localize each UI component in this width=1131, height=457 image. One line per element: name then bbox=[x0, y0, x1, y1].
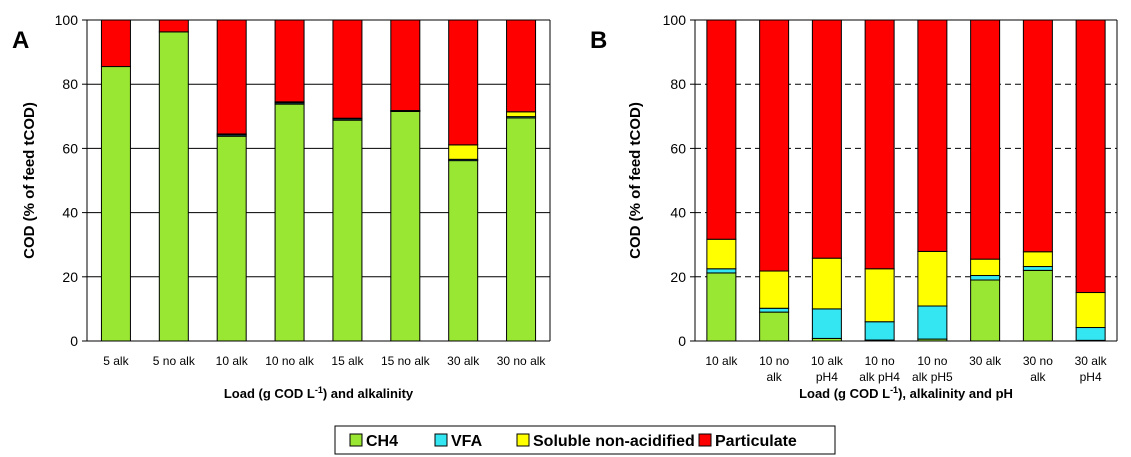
bar-segment-particulate bbox=[506, 19, 537, 113]
bar-segment-soluble-non-acidified bbox=[864, 268, 895, 323]
y-tick-label: 80 bbox=[670, 76, 686, 92]
y-axis-label: COD (% of feed tCOD) bbox=[21, 102, 38, 259]
bar-segment-particulate bbox=[158, 19, 189, 33]
bar-segment-soluble-non-acidified bbox=[506, 111, 537, 118]
y-tick-label: 40 bbox=[62, 205, 78, 221]
bar-segment-ch4 bbox=[216, 135, 247, 342]
bar-segment-vfa bbox=[759, 307, 790, 313]
x-tick-label: 10 no alk pH4 bbox=[859, 354, 900, 384]
legend-label: Particulate bbox=[715, 433, 797, 450]
y-tick-label: 0 bbox=[678, 333, 686, 349]
x-tick-label: 15 no alk bbox=[381, 354, 431, 368]
bar-segment-vfa bbox=[1075, 327, 1106, 341]
bar-segment-particulate bbox=[1022, 19, 1053, 253]
y-tick-label: 40 bbox=[670, 205, 686, 221]
x-tick-label: 30 alk pH4 bbox=[1075, 354, 1108, 384]
bar-segment-particulate bbox=[706, 19, 737, 240]
y-tick-label: 80 bbox=[62, 76, 78, 92]
y-tick-label: 60 bbox=[670, 140, 686, 156]
legend-swatch bbox=[434, 433, 448, 447]
bar-segment-ch4 bbox=[970, 279, 1001, 342]
bar-segment-particulate bbox=[864, 19, 895, 270]
legend-label: VFA bbox=[451, 433, 483, 450]
bar-segment-soluble-non-acidified bbox=[1022, 251, 1053, 268]
x-axis-label: Load (g COD L-1) and alkalinity bbox=[224, 385, 414, 401]
x-tick-label: 30 alk bbox=[969, 354, 1002, 368]
bar-segment-ch4 bbox=[1022, 269, 1053, 342]
legend-label: Soluble non-acidified bbox=[533, 433, 695, 450]
bar-segment-particulate bbox=[448, 19, 479, 146]
bar-segment-ch4 bbox=[706, 272, 737, 342]
bar-segment-ch4 bbox=[274, 103, 305, 342]
x-tick-label: 5 no alk bbox=[153, 354, 196, 368]
bar-segment-soluble-non-acidified bbox=[706, 238, 737, 270]
x-axis-label: Load (g COD L-1), alkalinity and pH bbox=[799, 385, 1013, 401]
panel-label: B bbox=[590, 27, 607, 54]
bar-segment-vfa bbox=[811, 308, 842, 339]
bar-segment-particulate bbox=[332, 19, 363, 119]
bar-segment-vfa bbox=[970, 275, 1001, 281]
x-tick-label: 15 alk bbox=[331, 354, 364, 368]
panel-label: A bbox=[12, 27, 29, 54]
bar-segment-particulate bbox=[216, 19, 247, 135]
x-tick-label: 10 no alk bbox=[265, 354, 315, 368]
bar-segment-ch4 bbox=[390, 110, 421, 342]
legend: CH4 VFA Soluble non-acidified Particulate bbox=[334, 425, 836, 455]
x-tick-label: 10 alk bbox=[705, 354, 738, 368]
bar-segment-ch4 bbox=[448, 160, 479, 342]
x-tick-label: 30 alk bbox=[447, 354, 480, 368]
bar-segment-soluble-non-acidified bbox=[811, 257, 842, 310]
bar-segment-particulate bbox=[1075, 19, 1106, 294]
legend-swatch bbox=[698, 433, 712, 447]
y-tick-label: 0 bbox=[70, 333, 78, 349]
bar-segment-ch4 bbox=[158, 31, 189, 342]
x-tick-label: 5 alk bbox=[103, 354, 129, 368]
bar-segment-soluble-non-acidified bbox=[970, 258, 1001, 277]
y-tick-label: 20 bbox=[62, 269, 78, 285]
bar-segment-ch4 bbox=[506, 117, 537, 342]
bar-segment-ch4 bbox=[332, 119, 363, 342]
legend-swatch bbox=[349, 433, 363, 447]
x-tick-label: 10 no alk bbox=[759, 354, 789, 384]
bar-segment-soluble-non-acidified bbox=[759, 270, 790, 309]
legend-swatch bbox=[516, 433, 530, 447]
bar-segment-vfa bbox=[917, 305, 948, 340]
bar-segment-vfa bbox=[864, 321, 895, 341]
legend-box bbox=[334, 425, 836, 455]
bar-segment-particulate bbox=[274, 19, 305, 103]
x-tick-label: 10 no alk pH5 bbox=[912, 354, 953, 384]
panel-a: 5 alk 5 no alk 10 alk 10 no alk 15 alk 15 no … bbox=[12, 12, 551, 401]
panel-b: 10 alk 10 no alk 10 alk pH4 10 no alk pH4 10 no… bbox=[590, 12, 1118, 401]
bar-segment-vfa bbox=[1022, 266, 1053, 271]
bar-segment-particulate bbox=[759, 19, 790, 272]
y-tick-label: 100 bbox=[55, 12, 79, 28]
x-tick-label: 10 alk pH4 bbox=[811, 354, 844, 384]
bar-segment-particulate bbox=[811, 19, 842, 259]
bar-segment-ch4 bbox=[759, 311, 790, 342]
x-tick-label: 10 alk bbox=[216, 354, 249, 368]
y-tick-label: 100 bbox=[663, 12, 687, 28]
legend-label: CH4 bbox=[366, 433, 398, 450]
bar-segment-vfa bbox=[706, 268, 737, 274]
y-axis-label: COD (% of feed tCOD) bbox=[627, 102, 644, 259]
bar-segment-ch4 bbox=[100, 66, 131, 342]
y-tick-label: 20 bbox=[670, 269, 686, 285]
bar-segment-soluble-non-acidified bbox=[917, 250, 948, 307]
x-tick-label: 30 no alk bbox=[1023, 354, 1053, 384]
bar-segment-particulate bbox=[970, 19, 1001, 260]
x-tick-label: 30 no alk bbox=[497, 354, 547, 368]
y-tick-label: 60 bbox=[62, 140, 78, 156]
bar-segment-particulate bbox=[100, 19, 131, 68]
bar-segment-soluble-non-acidified bbox=[448, 144, 479, 160]
bar-segment-particulate bbox=[390, 19, 421, 112]
bar-segment-soluble-non-acidified bbox=[1075, 292, 1106, 329]
bar-segment-particulate bbox=[917, 19, 948, 252]
